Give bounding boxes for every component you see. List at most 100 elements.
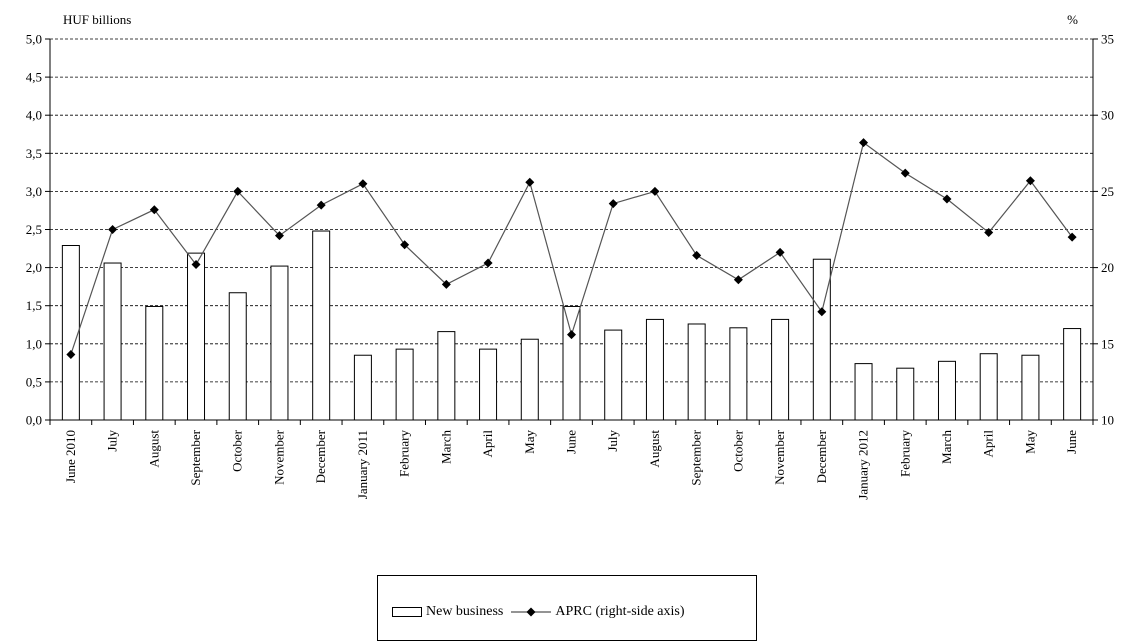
right-axis-unit: % (1067, 12, 1078, 27)
left-tick-label: 3,0 (26, 184, 42, 199)
x-tick-label: August (146, 430, 161, 468)
aprc-marker (859, 138, 869, 148)
aprc-marker (567, 330, 576, 340)
right-tick-label: 15 (1101, 336, 1114, 351)
right-tick-label: 30 (1101, 108, 1114, 123)
x-tick-label: December (814, 429, 829, 483)
x-tick-label: January 2012 (856, 430, 871, 500)
x-tick-label: July (605, 430, 620, 452)
aprc-marker (900, 168, 910, 178)
legend-label-new-business: New business (426, 604, 504, 619)
aprc-marker (316, 200, 326, 210)
bar-new-business (937, 360, 956, 421)
bar-new-business (687, 323, 706, 421)
bar-new-business (187, 252, 206, 421)
left-tick-label: 1,5 (26, 298, 42, 313)
left-axis-unit: HUF billions (63, 12, 131, 27)
bar-new-business (562, 305, 581, 421)
bar-new-business (812, 258, 831, 421)
x-tick-label: September (188, 429, 203, 485)
bar-new-business (520, 338, 539, 421)
right-axis-ticks: 10 15 20 25 30 35 (1093, 32, 1114, 428)
right-tick-label: 20 (1101, 260, 1114, 275)
line-series (66, 138, 1077, 359)
aprc-marker (984, 228, 994, 238)
legend-items: New business APRC (right-side axis) (392, 604, 685, 620)
left-tick-label: 3,5 (26, 146, 42, 161)
left-tick-label: 4,0 (26, 108, 42, 123)
x-tick-label: July (105, 430, 120, 452)
x-tick-label: June (564, 430, 579, 454)
x-tick-label: April (480, 430, 495, 458)
right-tick-label: 35 (1101, 32, 1114, 47)
bar-new-business (437, 331, 456, 421)
x-tick-label: February (397, 430, 412, 477)
aprc-marker (1067, 232, 1077, 242)
chart-area: HUF billions % 0,0 0,5 1,0 1,5 2,0 2,5 3,0 3,5 4… (26, 12, 1114, 500)
bar-new-business (1021, 354, 1040, 421)
left-tick-label: 1,0 (26, 336, 42, 351)
bar-series (61, 230, 1082, 421)
aprc-marker (441, 279, 451, 289)
left-tick-label: 4,5 (26, 70, 42, 85)
x-tick-label: May (522, 430, 537, 454)
aprc-marker (608, 199, 618, 209)
bar-new-business (979, 353, 998, 421)
right-tick-label: 25 (1101, 184, 1114, 199)
x-tick-label: February (897, 430, 912, 477)
x-tick-label: June 2010 (63, 430, 78, 483)
aprc-marker (525, 177, 535, 187)
x-tick-label: January 2011 (355, 430, 370, 499)
x-tick-label: March (939, 430, 954, 464)
x-tick-label: November (772, 429, 787, 485)
bar-new-business (228, 292, 247, 421)
bar-new-business (771, 318, 790, 421)
bar-new-business (854, 363, 873, 421)
x-tick-label: May (1022, 430, 1037, 454)
aprc-marker (1025, 176, 1035, 186)
bar-new-business (312, 230, 331, 421)
bar-new-business (353, 354, 372, 421)
left-tick-label: 0,0 (26, 413, 42, 428)
aprc-marker (191, 260, 201, 270)
left-tick-label: 0,5 (26, 374, 42, 389)
bar-new-business (896, 367, 915, 421)
bar-new-business (61, 245, 80, 421)
bar-new-business (270, 265, 289, 421)
x-axis-ticks: June 2010 July August September October Novem… (63, 429, 1079, 499)
bar-new-business (479, 348, 498, 421)
aprc-marker (274, 231, 284, 241)
legend-bar-swatch (392, 607, 422, 617)
aprc-marker (650, 186, 660, 196)
bar-new-business (103, 262, 122, 421)
aprc-marker (692, 250, 702, 260)
x-tick-label: June (1064, 430, 1079, 454)
bar-new-business (395, 348, 414, 421)
aprc-marker (483, 258, 493, 268)
aprc-marker (817, 307, 827, 317)
aprc-marker (358, 179, 368, 189)
x-tick-label: November (271, 429, 286, 485)
bar-new-business (729, 327, 748, 421)
x-tick-label: December (313, 429, 328, 483)
bar-new-business (1063, 328, 1082, 421)
x-tick-label: October (730, 429, 745, 472)
bar-new-business (645, 318, 664, 421)
aprc-marker (942, 194, 952, 204)
legend-line-swatch (511, 607, 552, 617)
bar-new-business (145, 305, 164, 421)
aprc-marker (233, 186, 243, 196)
aprc-marker (66, 349, 76, 359)
aprc-marker (108, 225, 118, 234)
aprc-marker (400, 240, 410, 250)
left-tick-label: 5,0 (26, 32, 42, 47)
legend-label-aprc: APRC (right-side axis) (555, 604, 685, 619)
aprc-marker (149, 205, 159, 215)
x-tick-label: September (689, 429, 704, 485)
aprc-marker (775, 247, 785, 257)
x-tick-label: October (230, 429, 245, 472)
bar-new-business (604, 329, 623, 421)
right-tick-label: 10 (1101, 413, 1114, 428)
x-tick-label: August (647, 430, 662, 468)
legend: New business APRC (right-side axis) (377, 575, 757, 641)
